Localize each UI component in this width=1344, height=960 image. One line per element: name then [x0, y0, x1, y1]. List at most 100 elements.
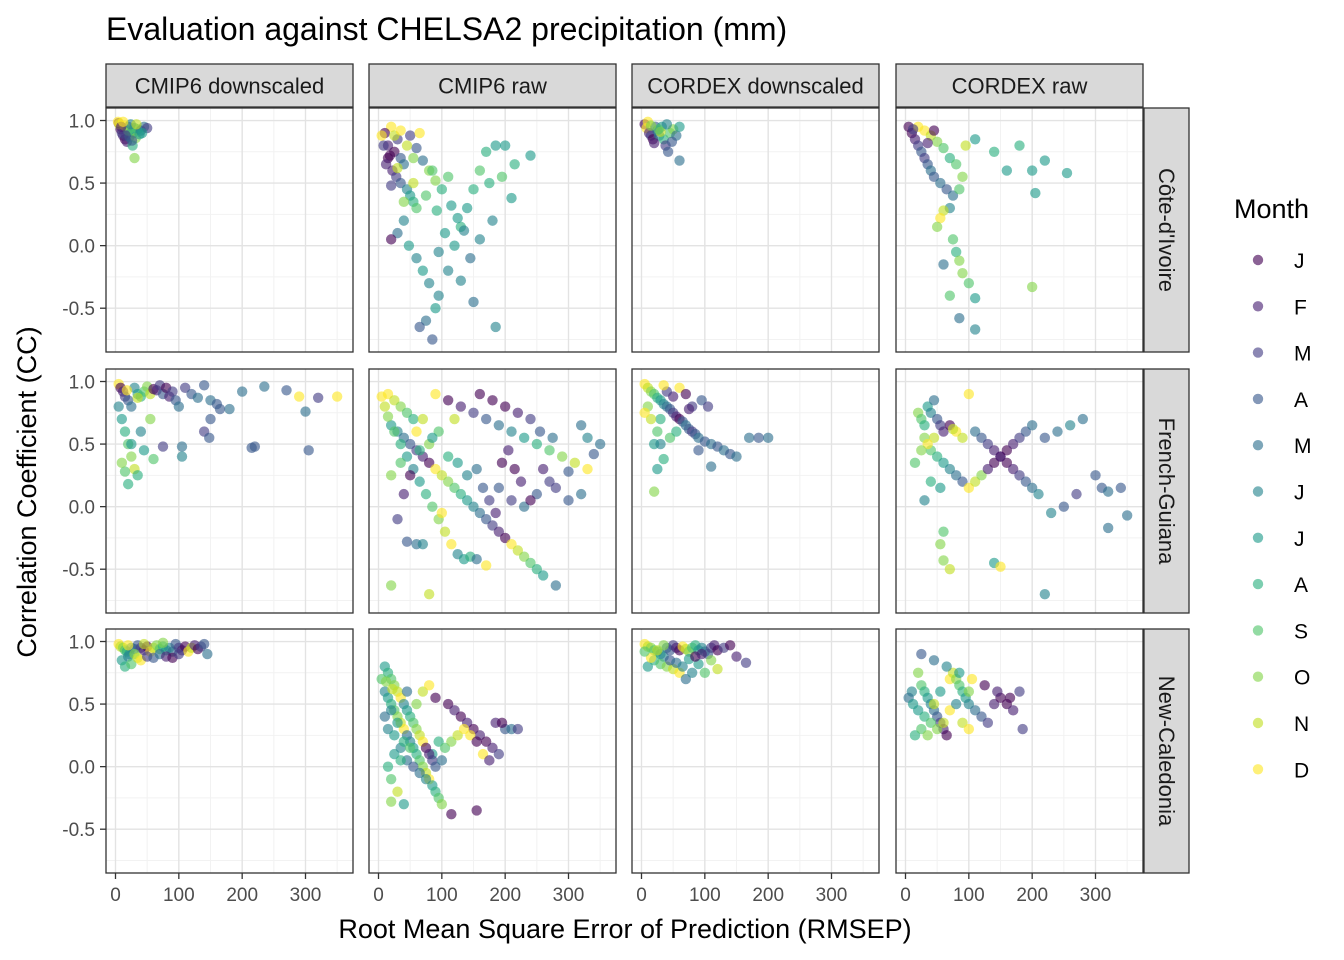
data-point: [677, 661, 688, 672]
data-point: [471, 805, 482, 816]
data-point: [446, 808, 457, 820]
y-tick-label: -0.5: [62, 820, 95, 841]
data-point: [131, 119, 142, 130]
data-point: [449, 240, 460, 251]
data-point: [404, 742, 416, 754]
y-tick-label: -0.5: [62, 299, 95, 320]
x-tick-label: 0: [636, 885, 647, 906]
data-point: [1026, 482, 1038, 494]
y-tick-label: 0.5: [69, 695, 95, 716]
data-point: [198, 638, 210, 650]
data-point: [1014, 470, 1025, 481]
data-point: [1014, 432, 1025, 444]
data-point: [1020, 476, 1032, 487]
x-tick-label: 200: [489, 885, 521, 906]
data-point: [471, 736, 482, 747]
panel-border: [368, 628, 617, 874]
y-tick-label: 0.0: [69, 237, 95, 258]
data-point: [414, 767, 425, 779]
data-point: [157, 441, 169, 452]
data-point: [392, 227, 403, 239]
y-tick-label: 1.0: [69, 112, 95, 133]
data-point: [512, 723, 524, 735]
column-strip-label: CMIP6 downscaled: [135, 74, 325, 99]
data-point: [179, 382, 191, 393]
data-point: [433, 426, 444, 437]
data-point: [173, 648, 185, 660]
data-point: [480, 146, 492, 157]
data-point: [947, 423, 959, 435]
y-axis-ticks: 1.0 0.5 0.0 -0.5 1.0 0.5 0.0 -0.5 1.0 0.5 0.0 -0.5: [62, 112, 106, 841]
legend-key: [1252, 301, 1264, 312]
data-point: [525, 413, 536, 425]
row-facet-strips: Côte-d'Ivoire French-Guiana New-Caledonia: [1143, 107, 1190, 874]
column-facet-strips: CMIP6 downscaled CMIP6 raw CORDEX downscal…: [105, 63, 1144, 108]
data-point: [525, 557, 536, 569]
data-point: [439, 227, 451, 239]
data-point: [436, 798, 448, 810]
data-point: [1102, 486, 1114, 497]
data-point: [938, 457, 949, 469]
data-point: [477, 748, 489, 760]
data-point: [198, 380, 210, 391]
data-point: [487, 215, 498, 226]
data-point: [493, 526, 505, 537]
data-point: [385, 705, 397, 716]
data-point: [645, 652, 657, 663]
legend-label: J: [1294, 482, 1305, 505]
data-point: [398, 798, 410, 810]
data-point: [480, 413, 492, 425]
data-point: [950, 470, 962, 481]
data-point: [925, 407, 937, 418]
data-point: [683, 403, 695, 415]
data-point: [446, 200, 457, 211]
panel-background: [896, 629, 1143, 873]
data-point: [385, 234, 397, 245]
data-point: [976, 711, 987, 722]
data-point: [395, 401, 406, 412]
data-point: [935, 177, 946, 189]
points-group: [639, 378, 774, 497]
data-point: [411, 142, 422, 154]
data-point: [499, 532, 511, 544]
data-point: [411, 202, 422, 214]
data-point: [331, 391, 343, 402]
data-point: [506, 538, 517, 550]
data-point: [423, 277, 435, 289]
data-point: [954, 184, 965, 195]
data-point: [537, 570, 549, 581]
data-point: [963, 277, 975, 289]
data-point: [452, 457, 463, 469]
data-point: [487, 520, 498, 531]
data-point: [550, 580, 562, 591]
data-point: [293, 391, 305, 402]
data-point: [935, 482, 946, 494]
data-point: [423, 589, 435, 600]
legend-key: [1252, 625, 1264, 636]
data-point: [1033, 488, 1044, 500]
data-point: [907, 698, 919, 710]
data-point: [379, 711, 391, 722]
x-tick-label: 200: [1016, 885, 1048, 906]
facet-panel: [631, 368, 880, 614]
data-point: [395, 125, 406, 136]
data-point: [431, 205, 442, 216]
panel-border: [631, 628, 880, 874]
facet-panel: [895, 368, 1144, 614]
data-point: [506, 426, 517, 437]
data-point: [480, 513, 492, 525]
data-point: [442, 265, 454, 276]
data-point: [427, 501, 438, 512]
legend-label: J: [1294, 528, 1305, 551]
panel-background: [106, 108, 353, 352]
data-point: [392, 162, 403, 174]
data-point: [427, 432, 438, 444]
data-point: [696, 648, 707, 660]
data-point: [414, 445, 425, 456]
data-point: [525, 495, 536, 506]
data-point: [468, 296, 479, 308]
data-point: [544, 445, 555, 456]
data-point: [575, 488, 587, 500]
data-point: [417, 413, 429, 425]
legend-label: S: [1294, 620, 1308, 643]
